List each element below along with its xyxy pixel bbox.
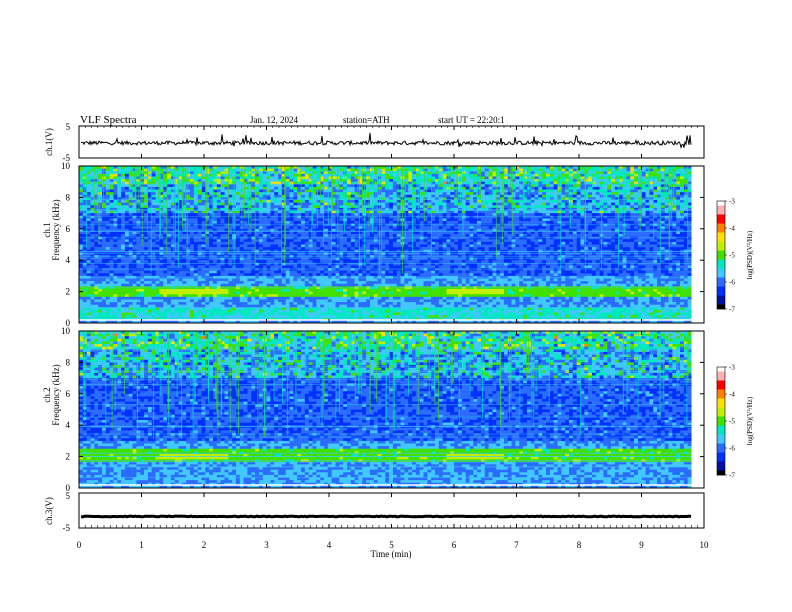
ch1-ylabel: ch.1(V) [44,128,54,156]
ch1-ytick-top: 5 [66,122,71,132]
ch2-colorbar-tick: -7 [729,472,735,480]
ch1-spectrogram-ytick-8: 8 [66,192,71,202]
ch1-ytick-bottom: -5 [63,153,71,163]
ch1-spectrogram-ytick-0: 0 [66,318,71,328]
ch2-spectrogram-panel: 0 2 4 6 8 10 ch.2 Frequency (kHz) -3 -4 -5 -6 -7 l… [42,326,754,493]
time-tick-4: 4 [327,540,332,550]
ch3-panel: 5 -5 ch.3(V) [44,491,705,533]
ch2-colorbar: -3 -4 -5 -6 -7 log(PSD)(V²/Hz) [716,364,754,480]
ch1-spectrogram-ytick-4: 4 [66,255,71,265]
ch2-spectrogram-image [79,331,704,489]
ch3-frame [78,492,705,529]
ch3-ytick-top: 5 [66,491,71,501]
ch1-spectrogram-ytick-10: 10 [61,161,71,171]
ch2-spectrogram-ytick-2: 2 [66,452,71,462]
ch1-colorbar-tick: -4 [729,225,735,233]
figure-title: VLF Spectra [80,114,137,126]
time-tick-2: 2 [202,540,207,550]
time-tick-1: 1 [139,540,144,550]
ch2-spectrogram-ytick-6: 6 [66,389,71,399]
time-tick-3: 3 [264,540,269,550]
ch1-colorbar-tick: -5 [729,252,735,260]
ch1-spectrogram-ytick-6: 6 [66,224,71,234]
ch3-ytick-bottom: -5 [63,523,71,533]
ch2-colorbar-tick: -4 [729,391,735,399]
ch1-frame [78,125,705,159]
ch3-ylabel: ch.3(V) [44,497,54,525]
ch1-spectrogram-ylabel-2: Frequency (kHz) [51,199,61,260]
ch1-spectrogram-panel: 0 2 4 6 8 10 ch.1 Frequency (kHz) -3 -4 -5 -6 -7 l… [42,161,754,328]
ch2-spectrogram-ytick-4: 4 [66,420,71,430]
ch2-spectrogram-ytick-8: 8 [66,357,71,367]
ch2-colorbar-tick: -3 [729,364,735,372]
ch2-spectrogram-ytick-10: 10 [61,326,71,336]
ch2-colorbar-tick: -6 [729,445,735,453]
ch2-spectrogram-ylabel-1: ch.2 [42,387,52,402]
ch1-trace [80,132,692,149]
ch2-colorbar-label: log(PSD)(V²/Hz) [746,396,754,445]
time-tick-7: 7 [514,540,519,550]
ch1-spectrogram-ytick-2: 2 [66,287,71,297]
ch2-colorbar-tick: -5 [729,418,735,426]
ch1-panel: 5 -5 ch.1(V) [44,122,705,163]
ch2-spectrogram-ylabel-2: Frequency (kHz) [51,364,61,425]
ch1-colorbar: -3 -4 -5 -6 -7 log(PSD)(V²/Hz) [716,198,754,314]
time-tick-6: 6 [452,540,457,550]
time-tick-9: 9 [639,540,644,550]
time-tick-5: 5 [389,540,394,550]
time-axis: 0 1 2 3 4 5 6 7 8 9 10 [77,126,709,550]
time-tick-0: 0 [77,540,82,550]
date-label: Jan. 12, 2024 [250,115,298,125]
ch1-colorbar-tick: -6 [729,279,735,287]
ch1-spectrogram-image [79,166,704,324]
start-time-label: start UT = 22:20:1 [438,115,505,125]
ch1-colorbar-tick: -7 [729,306,735,314]
ch1-colorbar-tick: -3 [729,198,735,206]
time-tick-8: 8 [577,540,582,550]
ch3-trace [80,514,692,519]
time-axis-label: Time (min) [371,549,412,559]
time-tick-10: 10 [700,540,710,550]
ch1-spectrogram-ylabel-1: ch.1 [42,222,52,237]
station-label: station=ATH [343,115,390,125]
ch2-spectrogram-ytick-0: 0 [66,483,71,493]
ch1-colorbar-label: log(PSD)(V²/Hz) [746,230,754,279]
